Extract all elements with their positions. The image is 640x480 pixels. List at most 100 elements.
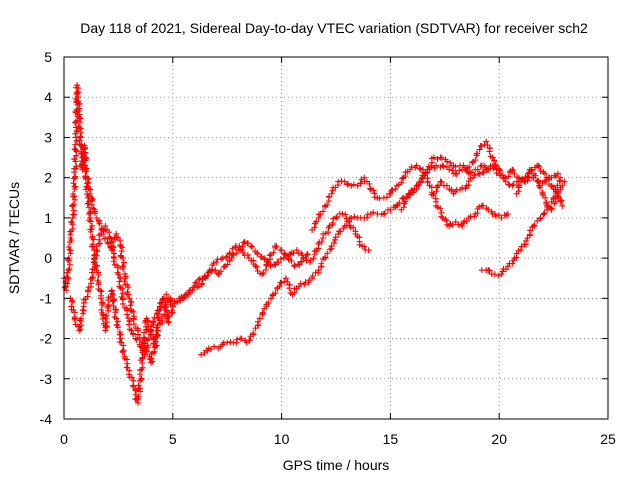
data-point-dense: [151, 314, 158, 321]
data-point-dense: [338, 178, 345, 185]
data-point-dense: [171, 298, 178, 305]
data-point-dense: [114, 324, 121, 331]
data-point-dense: [424, 179, 431, 186]
data-point: [509, 182, 516, 189]
data-point-dense: [191, 282, 198, 289]
data-point: [335, 178, 342, 185]
data-point-dense: [510, 181, 517, 188]
data-point: [326, 222, 333, 229]
data-point-dense: [428, 163, 435, 170]
data-point: [252, 263, 259, 270]
data-point: [65, 267, 72, 274]
data-point-dense: [135, 393, 142, 400]
data-point: [89, 275, 96, 282]
data-point: [537, 214, 544, 221]
data-point: [517, 178, 524, 185]
data-point-dense: [124, 364, 131, 371]
data-point-dense: [469, 159, 476, 166]
data-point: [167, 295, 174, 302]
data-point: [446, 166, 453, 173]
data-point-dense: [227, 338, 234, 345]
data-point-dense: [116, 331, 123, 338]
data-point: [239, 247, 246, 254]
data-point: [483, 138, 490, 145]
data-point-dense: [138, 357, 145, 364]
data-point-dense: [144, 348, 151, 355]
data-point-dense: [552, 186, 559, 193]
x-tick-labels: 0 5 10 15 20 25: [60, 431, 616, 447]
data-point-dense: [366, 180, 373, 187]
data-point-dense: [524, 173, 531, 180]
data-point: [557, 174, 564, 181]
data-point-dense: [320, 208, 327, 215]
data-point: [97, 295, 104, 302]
data-point-dense: [318, 260, 325, 267]
data-point-dense: [416, 165, 423, 172]
data-point-dense: [233, 339, 240, 346]
data-point-dense: [128, 374, 135, 381]
data-point-dense: [254, 318, 261, 325]
data-point: [365, 247, 372, 254]
y-tick-label: 1: [44, 210, 52, 226]
x-axis-label: GPS time / hours: [283, 457, 390, 473]
data-point-dense: [220, 263, 227, 270]
data-point-dense: [468, 169, 475, 176]
data-point-dense: [112, 309, 119, 316]
data-point-dense: [543, 177, 550, 184]
data-point-dense: [510, 167, 517, 174]
data-point-dense: [260, 270, 267, 277]
data-point-dense: [77, 115, 84, 122]
data-point-dense: [559, 182, 566, 189]
data-point: [134, 331, 141, 338]
data-point-dense: [317, 211, 324, 218]
data-point-dense: [168, 307, 175, 314]
data-point-dense: [204, 272, 211, 279]
data-point-dense: [398, 179, 405, 186]
data-point-dense: [519, 175, 526, 182]
data-point-dense: [105, 301, 112, 308]
data-point-dense: [110, 297, 117, 304]
data-point-dense: [120, 266, 127, 273]
data-point-dense: [73, 90, 80, 97]
data-point-dense: [410, 189, 417, 196]
data-point-dense: [455, 221, 462, 228]
data-point: [489, 154, 496, 161]
y-axis-label: SDTVAR / TECUs: [6, 182, 22, 294]
data-point-dense: [350, 181, 357, 188]
data-point: [333, 214, 339, 221]
data-point-dense: [288, 257, 295, 264]
data-point-dense: [116, 283, 123, 290]
data-point-dense: [130, 321, 137, 328]
data-point: [248, 243, 255, 250]
data-point-dense: [224, 261, 231, 268]
data-point-dense: [333, 213, 340, 220]
data-point-dense: [120, 300, 127, 307]
data-point: [174, 299, 181, 306]
data-point: [276, 283, 283, 290]
data-point-dense: [453, 170, 460, 177]
data-point-dense: [433, 188, 440, 195]
data-point-dense: [109, 298, 116, 305]
data-point-dense: [357, 180, 364, 187]
data-point-dense: [486, 267, 493, 274]
data-point: [443, 182, 450, 189]
data-point: [278, 247, 285, 254]
data-point-dense: [77, 125, 84, 132]
series-track-3: [78, 142, 311, 366]
data-point-dense: [79, 307, 86, 314]
data-point: [430, 154, 437, 161]
data-point-dense: [110, 303, 117, 310]
data-point-dense: [554, 193, 561, 200]
data-point-dense: [236, 242, 243, 249]
data-point-dense: [234, 336, 241, 343]
data-point-dense: [531, 222, 538, 229]
data-point-dense: [540, 211, 547, 218]
data-point-dense: [149, 358, 156, 365]
data-point: [163, 291, 170, 298]
x-tick-label: 25: [600, 431, 616, 447]
data-point-dense: [157, 304, 164, 311]
data-point-dense: [480, 169, 487, 176]
data-point-dense: [77, 326, 84, 333]
data-point: [76, 114, 83, 121]
